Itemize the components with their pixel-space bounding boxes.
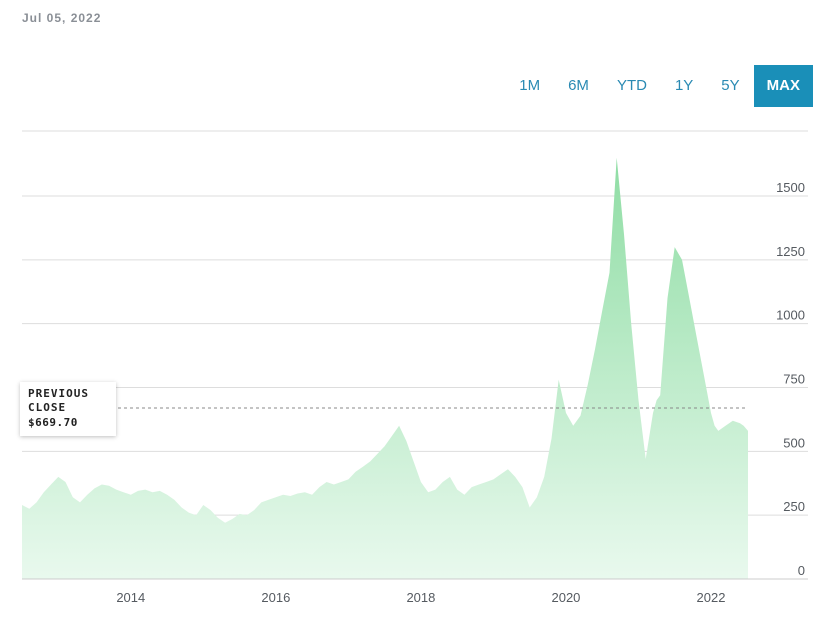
y-tick-label: 1500 [776,180,805,195]
x-tick-label: 2018 [406,590,435,605]
x-tick-label: 2020 [551,590,580,605]
range-tabs: 1M 6M YTD 1Y 5Y MAX [505,65,813,107]
price-area [22,157,748,579]
x-tick-label: 2016 [261,590,290,605]
date-label: Jul 05, 2022 [22,11,102,25]
range-tab-5y[interactable]: 5Y [721,77,740,94]
previous-close-value: $669.70 [28,416,78,429]
y-tick-label: 750 [783,372,805,387]
y-tick-label: 1250 [776,244,805,259]
y-tick-label: 500 [783,435,805,450]
range-tab-1m[interactable]: 1M [519,77,541,94]
previous-close-label: PREVIOUS CLOSE [28,387,89,414]
y-tick-label: 250 [783,499,805,514]
y-tick-label: 0 [798,563,805,578]
previous-close-box: PREVIOUS CLOSE $669.70 [20,382,116,436]
range-tab-ytd[interactable]: YTD [616,77,647,94]
x-tick-label: 2022 [697,590,726,605]
range-tab-1y[interactable]: 1Y [674,77,694,94]
y-tick-label: 1000 [776,308,805,323]
range-tab-max[interactable]: MAX [753,65,813,107]
range-tab-6m[interactable]: 6M [568,77,589,94]
x-tick-label: 2014 [116,590,145,605]
